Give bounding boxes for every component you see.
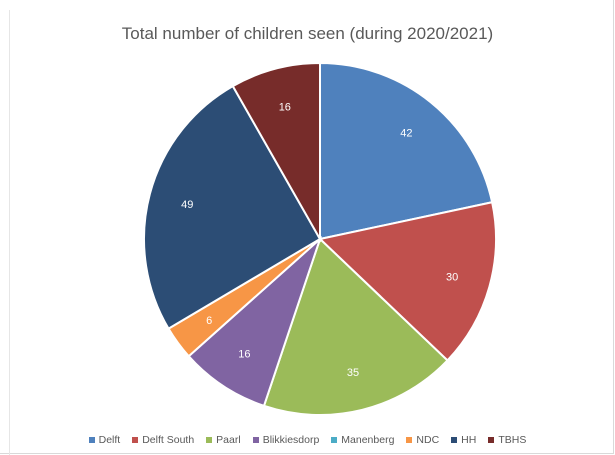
pie-slice-tbhs (231, 61, 321, 243)
chart-title: Total number of children seen (during 20… (121, 24, 494, 43)
legend-label: HH (461, 434, 477, 446)
legend-item-ndc: NDC (406, 434, 439, 446)
legend-item-delft: Delft (88, 434, 121, 446)
pie-slice-blikkiesdorp (187, 235, 323, 408)
legend-label: Manenberg (341, 434, 395, 446)
legend-item-hh: HH (451, 434, 476, 446)
legend-item-tbhs: TBHS (488, 434, 526, 446)
legend-label: NDC (416, 434, 440, 446)
legend-swatch (451, 437, 458, 443)
data-label-blikkiesdorp: 16 (238, 349, 250, 361)
legend-swatch (88, 437, 95, 443)
data-label-paarl: 35 (347, 367, 359, 379)
legend-label: Blikkiesdorp (262, 434, 320, 446)
data-label-hh: 49 (181, 199, 193, 211)
legend-item-paarl: Paarl (206, 434, 241, 446)
legend-swatch (406, 437, 413, 443)
legend-swatch (206, 437, 213, 443)
chart-legend: Delft Delft South Paarl Blikkiesdorp Manenbe… (0, 434, 615, 446)
legend-label: Delft (98, 434, 121, 446)
legend-label: Delft South (142, 434, 195, 446)
legend-item-manenberg: Manenberg (331, 434, 394, 446)
pie-slice-hh (143, 84, 322, 331)
data-label-ndc: 6 (206, 315, 212, 327)
frame-left-rule (9, 10, 10, 455)
legend-item-delft-south: Delft South (132, 434, 194, 446)
data-label-tbhs: 16 (279, 101, 291, 113)
legend-swatch (488, 437, 495, 443)
legend-swatch (331, 437, 338, 443)
legend-label: TBHS (498, 434, 527, 446)
data-label-delft-south: 30 (446, 271, 458, 283)
pie-slice-delft-south (317, 201, 497, 362)
data-label-delft: 42 (400, 127, 412, 139)
legend-swatch (132, 437, 139, 443)
legend-swatch (252, 437, 259, 443)
pie-slice-paarl (262, 237, 449, 416)
pie-slice-delft (319, 61, 494, 241)
legend-item-blikkiesdorp: Blikkiesdorp (252, 434, 320, 446)
legend-label: Paarl (216, 434, 241, 446)
